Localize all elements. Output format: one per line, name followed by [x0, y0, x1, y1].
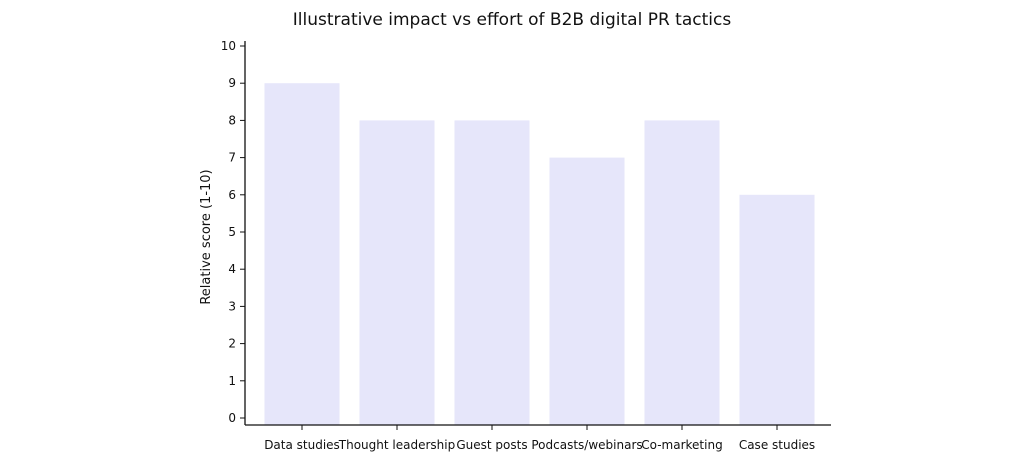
bar-5 [739, 194, 815, 425]
y-tick-label: 2 [228, 337, 236, 351]
y-tick-label: 7 [228, 151, 236, 165]
x-tick-label: Data studies [264, 438, 340, 452]
x-tick-label: Guest posts [456, 438, 527, 452]
y-tick-label: 1 [228, 374, 236, 388]
y-tick-label: 0 [228, 411, 236, 425]
bars-group [264, 83, 815, 426]
bar-2 [454, 120, 530, 426]
y-tick-label: 4 [228, 262, 236, 276]
y-tick-label: 9 [228, 76, 236, 90]
y-axis-label: Relative score (1-10) [199, 169, 214, 304]
y-axis: 0 1 2 3 4 5 6 7 8 9 10 [221, 39, 246, 425]
bar-3 [549, 157, 625, 425]
bar-4 [644, 120, 720, 426]
x-tick-label: Case studies [739, 438, 815, 452]
y-tick-label: 5 [228, 225, 236, 239]
chart-title: Illustrative impact vs effort of B2B dig… [293, 10, 732, 30]
x-tick-label: Co-marketing [641, 438, 722, 452]
y-tick-label: 6 [228, 188, 236, 202]
y-tick-label: 8 [228, 113, 236, 127]
bar-0 [264, 83, 340, 425]
x-tick-label: Thought leadership [338, 438, 455, 452]
y-tick-label: 3 [228, 299, 236, 313]
y-tick-label: 10 [221, 39, 236, 53]
bar-1 [359, 120, 435, 426]
x-tick-label: Podcasts/webinars [531, 438, 642, 452]
